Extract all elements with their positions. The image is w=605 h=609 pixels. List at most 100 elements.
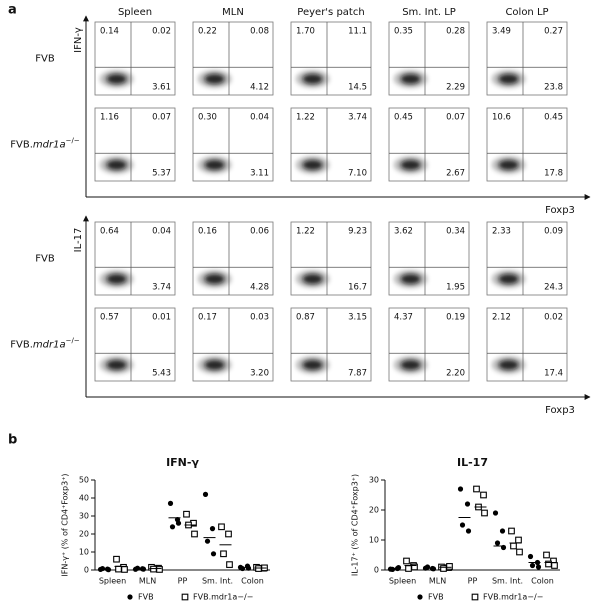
data-point [191, 530, 198, 538]
row-label: FVB.mdr1a−/− [10, 337, 80, 351]
data-point [99, 565, 106, 572]
x-tick-label: Sm. Int. [492, 577, 523, 586]
row-label-part: FVB [35, 254, 55, 265]
quadrant-value: 0.30 [198, 113, 217, 123]
quadrant-value: 1.22 [296, 227, 315, 237]
quadrant-value: 2.67 [446, 169, 465, 179]
data-point [499, 528, 506, 534]
cell-cloud-core [498, 159, 519, 170]
legend-marker [127, 594, 133, 600]
quadrant-value: 0.16 [198, 227, 217, 237]
column-header: Spleen [118, 7, 152, 18]
y-tick-label: 30 [369, 476, 379, 485]
legend-marker [417, 594, 423, 600]
row-label: FVB [35, 54, 55, 65]
column-header: Sm. Int. LP [402, 7, 456, 18]
column-header: Colon LP [505, 7, 548, 18]
data-point [245, 565, 252, 571]
data-point [210, 551, 217, 557]
data-point [430, 566, 437, 572]
quadrant-value: 9.23 [348, 227, 367, 237]
legend-marker [181, 593, 189, 601]
quadrant-value: 2.33 [492, 227, 511, 237]
y-tick-label: 0 [84, 566, 89, 575]
data-point [446, 563, 453, 570]
y-tick-label: 20 [79, 530, 89, 539]
data-point [480, 491, 487, 499]
quadrant-value: 0.06 [250, 227, 269, 237]
row-label-part: FVB. [10, 340, 33, 351]
quadrant-value: 1.22 [296, 113, 315, 123]
cell-cloud-core [400, 273, 421, 284]
x-tick-label: Spleen [389, 577, 416, 586]
quadrant-value: 16.7 [348, 283, 367, 293]
data-point [167, 500, 174, 506]
data-point [508, 527, 515, 535]
quadrant-value: 4.37 [394, 313, 413, 323]
cell-cloud-core [106, 359, 127, 370]
panel-label: b [8, 433, 17, 448]
x-tick-label: MLN [429, 577, 446, 586]
data-point [411, 563, 418, 571]
quadrant-value: 0.01 [152, 313, 171, 323]
data-point [225, 530, 232, 538]
cell-cloud-core [498, 73, 519, 84]
quadrant-value: 1.16 [100, 113, 119, 123]
data-point [465, 528, 472, 534]
data-point [395, 565, 402, 571]
data-point [134, 565, 141, 571]
plot-frame [94, 21, 176, 96]
quadrant-value: 2.20 [446, 369, 465, 379]
quadrant-value: 3.74 [152, 283, 171, 293]
row-label-part: FVB [35, 54, 55, 65]
legend-marker [471, 593, 479, 601]
data-point [209, 526, 216, 532]
data-point [551, 562, 558, 569]
row-label-part: −/− [66, 337, 80, 345]
row-label-part: −/− [66, 137, 80, 145]
cell-cloud-core [204, 359, 225, 370]
quadrant-value: 0.87 [296, 313, 315, 323]
quadrant-value: 3.62 [394, 227, 413, 237]
quadrant-value: 4.12 [250, 83, 269, 93]
legend-label: FVB [138, 593, 154, 602]
quadrant-value: 1.95 [446, 283, 465, 293]
cell-cloud-core [400, 73, 421, 84]
data-point [543, 551, 550, 559]
data-point [169, 524, 176, 530]
data-point [515, 536, 522, 544]
y-axis-label: IFN-γ⁺ (% of CD4⁺Foxp3⁺) [61, 473, 70, 576]
cell-cloud-core [204, 73, 225, 84]
y-tick-label: 20 [369, 506, 379, 515]
quadrant-value: 17.4 [544, 369, 563, 379]
data-point [405, 565, 412, 572]
chart-title: IL-17 [457, 456, 488, 469]
quadrant-value: 0.02 [544, 313, 563, 323]
cell-cloud-core [302, 273, 323, 284]
y-axis-label: IFN-γ [73, 27, 84, 53]
cell-cloud-core [106, 73, 127, 84]
data-point [220, 550, 227, 558]
x-tick-label: PP [178, 577, 188, 586]
cell-cloud-core [498, 273, 519, 284]
data-point [113, 555, 120, 563]
quadrant-value: 0.45 [544, 113, 563, 123]
data-point [255, 565, 262, 572]
quadrant-value: 14.5 [348, 83, 367, 93]
quadrant-value: 0.07 [152, 113, 171, 123]
quadrant-value: 10.6 [492, 113, 511, 123]
cell-cloud-core [302, 359, 323, 370]
quadrant-value: 3.61 [152, 83, 171, 93]
column-header: Peyer's patch [297, 7, 364, 18]
x-axis-label: Foxp3 [545, 205, 575, 216]
quadrant-value: 0.27 [544, 27, 563, 37]
quadrant-value: 3.11 [250, 169, 269, 179]
quadrant-value: 0.07 [446, 113, 465, 123]
cell-cloud-core [106, 159, 127, 170]
legend-label: FVB.mdr1a−/− [483, 593, 543, 602]
quadrant-value: 0.17 [198, 313, 217, 323]
quadrant-value: 23.8 [544, 83, 563, 93]
y-tick-label: 10 [369, 536, 379, 545]
x-tick-label: Colon [241, 577, 264, 586]
cell-cloud-core [498, 359, 519, 370]
